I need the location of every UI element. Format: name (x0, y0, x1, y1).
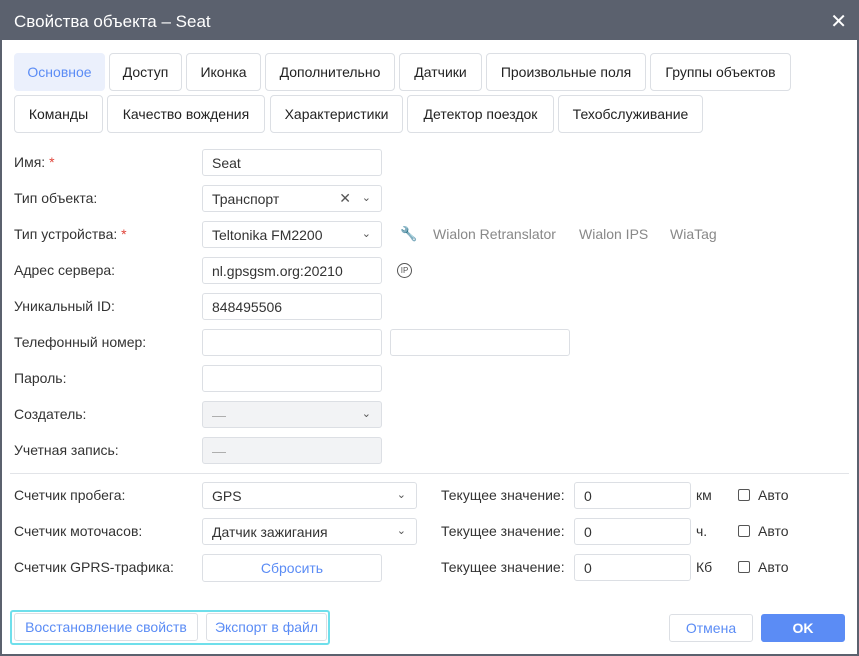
server-address-input[interactable]: nl.gpsgsm.org:20210 (202, 257, 382, 284)
reset-button[interactable]: Сбросить (202, 554, 382, 582)
auto-checkbox[interactable] (738, 525, 750, 537)
restore-properties-button[interactable]: Восстановление свойств (14, 613, 198, 641)
clear-icon[interactable]: ✕ (339, 190, 351, 206)
current-value-label: Текущее значение: (441, 523, 565, 539)
auto-label: Авто (758, 487, 789, 503)
wrench-icon[interactable]: 🔧 (400, 225, 418, 242)
password-input[interactable] (202, 365, 382, 392)
name-label: Имя: * (14, 154, 55, 170)
tab-advanced[interactable]: Дополнительно (265, 53, 395, 91)
engine-hours-label: Счетчик моточасов: (14, 523, 143, 539)
tab-custom-fields[interactable]: Произвольные поля (486, 53, 646, 91)
tab-access[interactable]: Доступ (109, 53, 182, 91)
tab-icon[interactable]: Иконка (186, 53, 261, 91)
close-icon[interactable]: ✕ (830, 11, 847, 33)
uid-label: Уникальный ID: (14, 298, 115, 314)
ip-icon[interactable]: IP (397, 263, 412, 278)
link-wialon-ips[interactable]: Wialon IPS (579, 226, 649, 242)
gprs-counter-label: Счетчик GPRS-трафика: (14, 559, 174, 575)
mileage-counter-label: Счетчик пробега: (14, 487, 126, 503)
chevron-down-icon: ⌄ (361, 228, 371, 240)
tab-main[interactable]: Основное (14, 53, 105, 91)
phone-input-2[interactable] (390, 329, 570, 356)
password-label: Пароль: (14, 370, 67, 386)
link-wialon-retranslator[interactable]: Wialon Retranslator (433, 226, 556, 242)
link-wiatag[interactable]: WiaTag (670, 226, 717, 242)
account-input: — (202, 437, 382, 464)
auto-checkbox[interactable] (738, 561, 750, 573)
mileage-current-input[interactable]: 0 (574, 482, 691, 509)
mileage-counter-select[interactable]: GPS ⌄ (202, 482, 417, 509)
server-label: Адрес сервера: (14, 262, 116, 278)
unit-label: ч. (696, 523, 708, 539)
current-value-label: Текущее значение: (441, 559, 565, 575)
device-type-select[interactable]: Teltonika FM2200 ⌄ (202, 221, 382, 248)
engine-hours-select[interactable]: Датчик зажигания ⌄ (202, 518, 417, 545)
unit-label: км (696, 487, 712, 503)
tab-unit-groups[interactable]: Группы объектов (650, 53, 791, 91)
unit-type-select[interactable]: Транспорт ✕ ⌄ (202, 185, 382, 212)
chevron-down-icon: ⌄ (361, 192, 371, 204)
footer-left-group (10, 610, 330, 645)
auto-checkbox[interactable] (738, 489, 750, 501)
tab-maintenance[interactable]: Техобслуживание (558, 95, 703, 133)
account-label: Учетная запись: (14, 442, 119, 458)
phone-input-1[interactable] (202, 329, 382, 356)
tab-trip-detector[interactable]: Детектор поездок (407, 95, 554, 133)
divider (10, 473, 849, 474)
ok-button[interactable]: OK (761, 614, 845, 642)
chevron-down-icon: ⌄ (396, 489, 406, 501)
unit-label: Кб (696, 559, 713, 575)
tab-commands[interactable]: Команды (14, 95, 103, 133)
creator-label: Создатель: (14, 406, 87, 422)
gprs-current-input[interactable]: 0 (574, 554, 691, 581)
phone-label: Телефонный номер: (14, 334, 147, 350)
current-value-label: Текущее значение: (441, 487, 565, 503)
type-label: Тип объекта: (14, 190, 98, 206)
device-label: Тип устройства: * (14, 226, 127, 242)
chevron-down-icon: ⌄ (361, 408, 371, 420)
engine-hours-current-input[interactable]: 0 (574, 518, 691, 545)
auto-label: Авто (758, 559, 789, 575)
name-input[interactable]: Seat (202, 149, 382, 176)
unique-id-input[interactable]: 848495506 (202, 293, 382, 320)
tab-eco-driving[interactable]: Качество вождения (107, 95, 265, 133)
cancel-button[interactable]: Отмена (669, 614, 753, 642)
creator-select[interactable]: — ⌄ (202, 401, 382, 428)
dialog-title: Свойства объекта – Seat (0, 0, 859, 40)
tab-characteristics[interactable]: Характеристики (270, 95, 403, 133)
tab-sensors[interactable]: Датчики (399, 53, 482, 91)
auto-label: Авто (758, 523, 789, 539)
chevron-down-icon: ⌄ (396, 525, 406, 537)
export-to-file-button[interactable]: Экспорт в файл (206, 613, 327, 641)
